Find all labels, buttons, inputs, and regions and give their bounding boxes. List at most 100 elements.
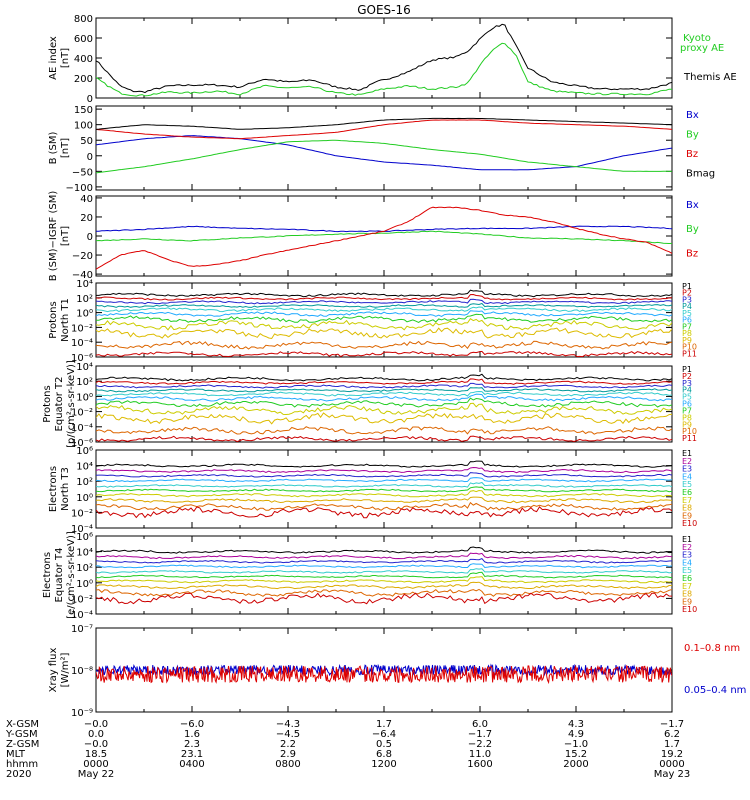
series-line-bz (96, 206, 672, 270)
y-axis-label: [nT] (60, 226, 71, 246)
channel-line-p9 (96, 412, 672, 425)
x-axis-row-label: Z-GSM (6, 739, 39, 750)
channel-line-e9 (96, 588, 672, 597)
legend-e2: E2 (682, 457, 692, 466)
y-axis-label: Equator T2 (54, 377, 65, 432)
y-tick-label: 600 (74, 34, 93, 45)
y-axis-label: AE index (48, 36, 59, 80)
x-axis-value: 0.5 (376, 739, 392, 750)
legend-p6: P6 (682, 316, 692, 325)
channel-line-e4 (96, 477, 672, 483)
y-tick-label: 10⁻² (71, 408, 93, 419)
channel-line-p6 (96, 310, 672, 317)
y-tick-label: 100 (74, 121, 93, 132)
legend-p7: P7 (682, 406, 692, 415)
channel-line-e3 (96, 558, 672, 564)
legend-p6: P6 (682, 400, 692, 409)
panel-db: −40 −20 0 20 40 B (SM)−IGRF (SM) [nT] Bx By Bz (48, 191, 699, 282)
legend-e1: E1 (682, 449, 692, 458)
x-axis-value: −1.7 (660, 719, 684, 730)
x-axis-value: 11.0 (469, 749, 491, 760)
x-axis-row-label: Y-GSM (5, 729, 38, 740)
y-axis-label: [p/(cm²-s-sr-keV)] (66, 360, 77, 448)
panel-frame (95, 105, 673, 191)
y-tick-label: 10⁻⁹ (71, 708, 93, 719)
channel-line-p6 (96, 393, 672, 402)
legend-bz: Bz (686, 149, 698, 160)
channel-line-p11 (96, 435, 672, 442)
x-axis-value: 1.7 (664, 739, 680, 750)
channel-line-p7 (96, 313, 672, 323)
y-tick-label: 10⁻⁴ (71, 524, 93, 535)
legend-e2: E2 (682, 543, 692, 552)
legend-p8: P8 (682, 329, 692, 338)
channel-line-p1 (96, 373, 672, 382)
y-tick-label: 10⁻⁶ (71, 438, 93, 449)
y-axis-label: B (SM) (48, 131, 59, 164)
x-axis-date-end: May 23 (654, 769, 691, 780)
y-axis-label: North T1 (60, 298, 71, 342)
panel-b: −100 −50 0 50 100 150 B (SM) [nT] Bx By Bz Bmag (48, 105, 715, 194)
panel-plot-area (96, 460, 672, 519)
x-axis-value: −4.5 (276, 729, 300, 740)
legend-bx: Bx (686, 110, 699, 121)
panel-plot-area (96, 23, 672, 97)
channel-line-e1 (96, 546, 672, 554)
legend-p4: P4 (682, 302, 692, 311)
legend-p10: P10 (682, 427, 697, 436)
legend-e4: E4 (682, 472, 692, 481)
x-axis-value: 0000 (83, 759, 108, 770)
y-tick-label: 10² (76, 563, 93, 574)
x-axis-value: 1600 (467, 759, 492, 770)
series-line-themis-ae (96, 23, 672, 94)
legend-e9: E9 (682, 597, 692, 606)
legend-p4: P4 (682, 386, 692, 395)
legend-p7: P7 (682, 322, 692, 331)
y-tick-label: 10⁶ (76, 532, 93, 543)
legend-bz: Bz (686, 248, 698, 259)
y-tick-label: 10⁴ (76, 548, 93, 559)
y-tick-label: 200 (74, 74, 93, 85)
x-axis-value: 0000 (659, 759, 684, 770)
y-tick-label: 10⁴ (76, 279, 93, 290)
channel-line-e2 (96, 552, 672, 560)
y-tick-label: 10⁰ (76, 493, 93, 504)
y-tick-label: 10⁻⁴ (71, 610, 93, 621)
x-axis-value: 1.7 (376, 719, 392, 730)
channel-line-p9 (96, 327, 672, 340)
y-tick-label: 10⁻⁸ (71, 666, 93, 677)
panel-plot-area (96, 546, 672, 605)
legend-e7: E7 (682, 496, 692, 505)
legend-by: By (686, 130, 699, 141)
legend-p1: P1 (682, 365, 692, 374)
legend-p9: P9 (682, 336, 692, 345)
x-axis-value: 2.2 (280, 739, 296, 750)
channel-line-e5 (96, 568, 672, 574)
legend-bx: Bx (686, 200, 699, 211)
series-line-by (96, 230, 672, 245)
y-tick-label: 150 (74, 105, 93, 116)
x-axis-value: 18.5 (85, 749, 107, 760)
channel-line-e4 (96, 563, 672, 569)
y-tick-label: 10⁶ (76, 446, 93, 457)
channel-line-e5 (96, 481, 672, 488)
y-axis-label: Protons (42, 385, 53, 422)
channel-line-p2 (96, 378, 672, 385)
y-tick-label: 10⁰ (76, 309, 93, 320)
y-axis-label: Electrons (48, 466, 59, 512)
legend-e5: E5 (682, 566, 692, 575)
legend-by: By (686, 224, 699, 235)
series-line-bmag (96, 117, 672, 130)
channel-line-e8 (96, 581, 672, 590)
channel-line-p10 (96, 340, 672, 350)
y-axis-label: [e/(cm²-s-sr-keV)] (66, 531, 77, 619)
channel-line-e7 (96, 489, 672, 498)
x-axis-value: −2.2 (468, 739, 492, 750)
legend-themis-ae: Themis AE (683, 72, 737, 83)
y-tick-label: 10² (76, 294, 93, 305)
channel-line-p3 (96, 298, 672, 305)
legend-e8: E8 (682, 504, 692, 513)
channel-line-e6 (96, 486, 672, 493)
